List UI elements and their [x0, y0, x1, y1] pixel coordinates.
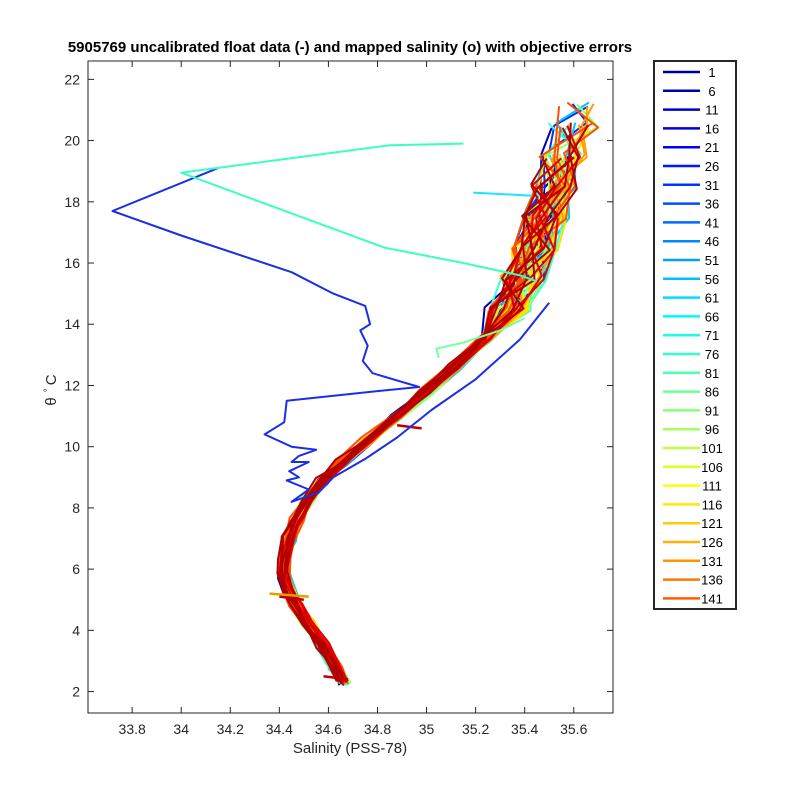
legend-label: 16 — [705, 121, 719, 136]
outlier-profile-line — [180, 142, 538, 283]
float-profile-line — [283, 184, 543, 683]
plot-frame — [87, 60, 614, 714]
legend-label: 136 — [701, 573, 723, 588]
legend-label: 81 — [705, 366, 719, 381]
y-tick-label: 16 — [64, 255, 80, 271]
x-tick-label: 35.4 — [511, 721, 538, 737]
x-axis-ticks: 33.8 34 34.2 34.4 34.6 34.8 35 35.2 35.4 35.6 — [119, 61, 588, 737]
y-tick-label: 8 — [72, 500, 80, 516]
float-profile-line — [278, 158, 551, 684]
legend-label: 41 — [705, 215, 719, 230]
float-profile-line — [285, 156, 558, 685]
y-tick-label: 6 — [72, 561, 80, 577]
x-axis-label: Salinity (PSS-78) — [293, 740, 407, 757]
x-tick-label: 34.6 — [315, 721, 342, 737]
profile-cluster — [323, 675, 349, 681]
legend-label: 111 — [702, 479, 722, 494]
legend-label: 36 — [705, 197, 719, 212]
y-axis-ticks: 2 4 6 8 10 12 14 16 18 20 22 — [64, 71, 613, 700]
x-tick-label: 34.2 — [217, 721, 244, 737]
legend-label: 96 — [705, 422, 719, 437]
legend-label: 11 — [705, 103, 719, 118]
legend-label: 56 — [705, 272, 719, 287]
legend-label: 61 — [705, 291, 719, 306]
legend-label: 51 — [705, 253, 719, 268]
legend-label: 121 — [701, 516, 723, 531]
y-tick-label: 20 — [64, 133, 80, 149]
float-profile-line — [280, 154, 555, 683]
y-tick-label: 14 — [64, 316, 80, 332]
legend-label: 31 — [705, 178, 719, 193]
legend-label: 91 — [705, 403, 719, 418]
outlier-profile-line — [111, 167, 550, 503]
float-profile-line — [286, 187, 544, 686]
x-tick-label: 35.2 — [462, 721, 489, 737]
legend-label: 76 — [705, 347, 719, 362]
legend-label: 141 — [701, 591, 723, 606]
x-tick-label: 35 — [419, 721, 435, 737]
y-axis-label-symbol: θ — [43, 397, 60, 405]
float-profile-line — [276, 185, 553, 681]
x-tick-label: 35.6 — [560, 721, 587, 737]
y-tick-label: 4 — [72, 622, 80, 638]
plot-data — [111, 101, 600, 686]
legend-label: 86 — [705, 385, 719, 400]
legend-label: 116 — [702, 497, 723, 512]
profile-cluster — [279, 595, 305, 601]
profile-cluster — [269, 592, 309, 598]
float-profile-line — [280, 157, 559, 685]
y-tick-label: 22 — [64, 71, 80, 87]
legend-label: 71 — [705, 328, 719, 343]
legend-label: 46 — [705, 234, 719, 249]
float-profile-line — [280, 153, 551, 682]
y-tick-label: 2 — [72, 684, 80, 700]
y-axis-label-unit: C — [43, 374, 60, 385]
float-profile-line — [281, 183, 538, 683]
x-tick-label: 34 — [173, 721, 189, 737]
y-axis-label-degree: ° — [43, 388, 54, 392]
legend-label: 131 — [701, 554, 723, 569]
x-tick-label: 34.8 — [364, 721, 391, 737]
float-profile-line — [279, 122, 572, 682]
chart-title: 5905769 uncalibrated float data (-) and … — [68, 39, 632, 56]
float-profile-line — [286, 124, 589, 683]
legend: 1611162126313641465156616671768186919610… — [663, 65, 723, 606]
y-tick-label: 12 — [64, 377, 80, 393]
x-tick-label: 34.4 — [266, 721, 293, 737]
float-profile-line — [285, 103, 595, 682]
legend-label: 21 — [705, 140, 719, 155]
legend-label: 106 — [701, 460, 723, 475]
x-tick-label: 33.8 — [119, 721, 146, 737]
float-profile-line — [279, 153, 548, 681]
legend-label: 66 — [705, 309, 719, 324]
legend-label: 126 — [701, 535, 723, 550]
y-tick-label: 18 — [64, 194, 80, 210]
legend-label: 1 — [708, 65, 715, 80]
legend-label: 6 — [708, 84, 715, 99]
legend-label: 101 — [701, 441, 723, 456]
outlier-profile-line — [473, 191, 533, 197]
outlier-profile-line — [435, 317, 526, 359]
y-axis-label: θ ° C — [43, 374, 60, 405]
y-tick-label: 10 — [64, 439, 80, 455]
legend-label: 26 — [705, 159, 719, 174]
